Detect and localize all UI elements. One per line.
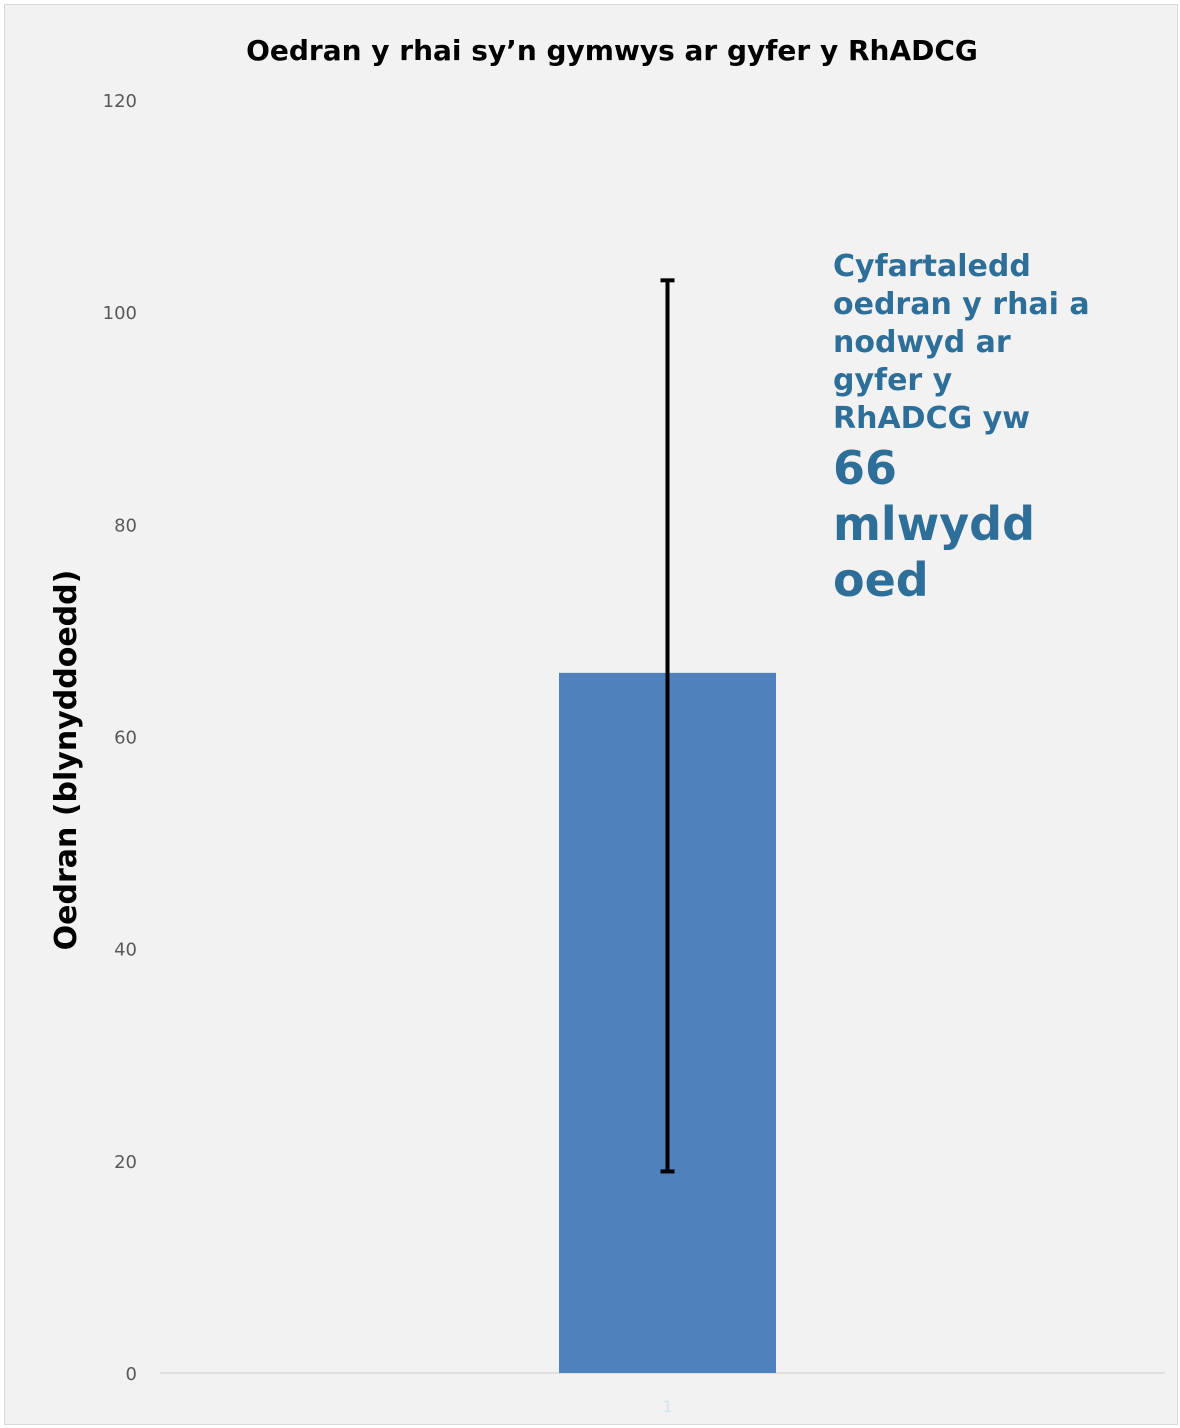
chart-title: Oedran y rhai sy’n gymwys ar gyfer y RhA… xyxy=(246,34,978,67)
x-axis-ticks: 1 xyxy=(662,1397,672,1416)
y-axis-label: Oedran (blynyddoedd) xyxy=(49,570,84,951)
x-tick-label: 1 xyxy=(662,1397,672,1416)
y-tick-label: 60 xyxy=(114,728,137,749)
y-tick-label: 20 xyxy=(114,1152,137,1173)
average-age-annotation: Cyfartaledd oedran y rhai a nodwyd ar gy… xyxy=(833,248,1133,608)
y-tick-label: 100 xyxy=(103,303,137,324)
error-bar xyxy=(660,278,675,1174)
y-tick-label: 40 xyxy=(114,940,137,961)
annotation-text: Cyfartaledd oedran y rhai a nodwyd ar gy… xyxy=(833,249,1090,436)
y-tick-label: 80 xyxy=(114,515,137,536)
annotation-highlight: 66 mlwydd oed xyxy=(833,441,1036,607)
error-bars xyxy=(660,278,675,1174)
y-tick-label: 120 xyxy=(103,91,137,112)
y-tick-label: 0 xyxy=(126,1364,137,1385)
y-axis-ticks: 0 20 40 60 80 100 120 xyxy=(103,91,137,1385)
